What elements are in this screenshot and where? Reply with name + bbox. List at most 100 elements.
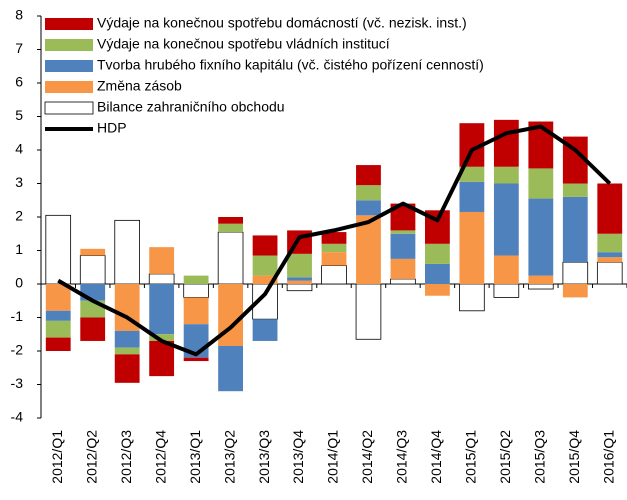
- bar-segment: [218, 223, 243, 233]
- bar-segment: [597, 183, 623, 234]
- bar-segment: [287, 253, 312, 278]
- bar-segment: [149, 334, 175, 341]
- x-tick-label: 2013/Q3: [256, 430, 272, 484]
- legend-label: Změna zásob: [97, 78, 182, 94]
- x-tick-label: 2015/Q1: [463, 430, 479, 484]
- bar-segment: [149, 340, 175, 377]
- y-tick-label: 5: [15, 107, 23, 123]
- bar-segment: [356, 185, 381, 201]
- bar-segment: [218, 217, 243, 224]
- x-tick-label: 2013/Q2: [221, 430, 237, 484]
- bar-segment: [528, 168, 554, 199]
- bar-segment: [425, 243, 450, 264]
- x-tick-label: 2012/Q2: [83, 430, 99, 484]
- bar-segment: [114, 354, 140, 383]
- x-tick-label: 2014/Q2: [359, 430, 375, 484]
- bar-segment: [114, 347, 140, 355]
- bar-segment: [45, 284, 71, 311]
- y-tick-label: 2: [15, 208, 23, 224]
- legend-label: Výdaje na konečnou spotřebu vládních ins…: [97, 36, 390, 52]
- y-tick-label: -1: [11, 308, 24, 324]
- bar-segment: [562, 284, 588, 298]
- bar-segment: [528, 283, 554, 290]
- bar-segment: [493, 119, 519, 167]
- bar-segment: [390, 233, 416, 259]
- bar-segment: [148, 273, 175, 285]
- y-tick-label: -2: [11, 342, 24, 358]
- legend-label: HDP: [97, 120, 127, 136]
- bar-segment: [528, 275, 554, 284]
- bar-segment: [528, 198, 554, 276]
- x-tick-label: 2013/Q4: [290, 430, 306, 484]
- bar-segment: [252, 255, 278, 276]
- bar-segment: [597, 252, 623, 258]
- bar-segment: [459, 166, 485, 182]
- bar-segment: [493, 183, 519, 256]
- y-tick-label: 4: [15, 141, 23, 157]
- bar-segment: [493, 166, 519, 184]
- bar-segment: [562, 183, 588, 197]
- bar-segment: [252, 319, 278, 341]
- x-tick-label: 2012/Q4: [152, 430, 168, 484]
- y-tick-label: -4: [11, 409, 24, 425]
- bar-segment: [425, 263, 450, 284]
- x-tick-label: 2016/Q1: [600, 430, 616, 484]
- bar-segment: [562, 196, 588, 263]
- bar-segment: [562, 261, 589, 285]
- x-tick-label: 2012/Q1: [49, 430, 65, 484]
- bar-segment: [149, 284, 175, 335]
- bar-segment: [390, 230, 416, 234]
- y-tick-label: 7: [15, 40, 23, 56]
- bar-segment: [217, 231, 244, 285]
- bar-segment: [597, 233, 623, 253]
- x-tick-label: 2014/Q1: [325, 430, 341, 484]
- bar-segment: [321, 232, 347, 244]
- bar-segment: [45, 337, 71, 351]
- bar-segment: [45, 214, 72, 285]
- bar-segment: [321, 252, 347, 266]
- bar-segment: [218, 345, 243, 392]
- bar-segment: [321, 243, 347, 253]
- bar-segment: [80, 248, 106, 256]
- line-series: [57, 124, 612, 357]
- y-tick-label: 0: [15, 275, 23, 291]
- x-tick-label: 2015/Q4: [566, 430, 582, 484]
- bar-segment: [45, 320, 71, 338]
- x-tick-label: 2015/Q2: [497, 430, 513, 484]
- x-tick-label: 2014/Q3: [394, 430, 410, 484]
- bar-segment: [287, 280, 312, 284]
- bar-segment: [183, 357, 209, 362]
- legend-swatch: [45, 60, 93, 72]
- bar-segment: [114, 219, 140, 285]
- legend-label: Bilance zahraničního obchodu: [97, 99, 285, 115]
- x-tick-label: 2013/Q1: [187, 430, 203, 484]
- legend-swatch: [45, 39, 93, 51]
- x-tick-label: 2015/Q3: [532, 430, 548, 484]
- bar-segment: [114, 330, 140, 348]
- y-tick-label: 6: [15, 74, 23, 90]
- bar-segment: [597, 257, 623, 263]
- bar-segment: [183, 283, 209, 298]
- legend-swatch: [44, 101, 94, 115]
- bar-segment: [356, 165, 381, 186]
- bar-segment: [286, 283, 313, 292]
- bar-segment: [355, 283, 382, 340]
- bar-segment: [356, 200, 381, 216]
- bar-segment: [183, 275, 209, 284]
- bar-segment: [356, 215, 381, 284]
- x-tick-label: 2012/Q3: [118, 430, 134, 484]
- bar-segment: [183, 297, 209, 325]
- bar-segment: [459, 181, 485, 212]
- bar-segment: [493, 255, 519, 284]
- y-tick-label: 1: [15, 241, 23, 257]
- y-tick-label: -3: [11, 375, 24, 391]
- bar-segment: [596, 261, 623, 285]
- bar-segment: [287, 277, 312, 281]
- bar-segment: [425, 284, 450, 296]
- y-tick-label: 3: [15, 174, 23, 190]
- bar-segment: [149, 247, 175, 274]
- bar-segment: [80, 284, 106, 301]
- legend-swatch: [45, 81, 93, 93]
- bar-segment: [459, 283, 485, 312]
